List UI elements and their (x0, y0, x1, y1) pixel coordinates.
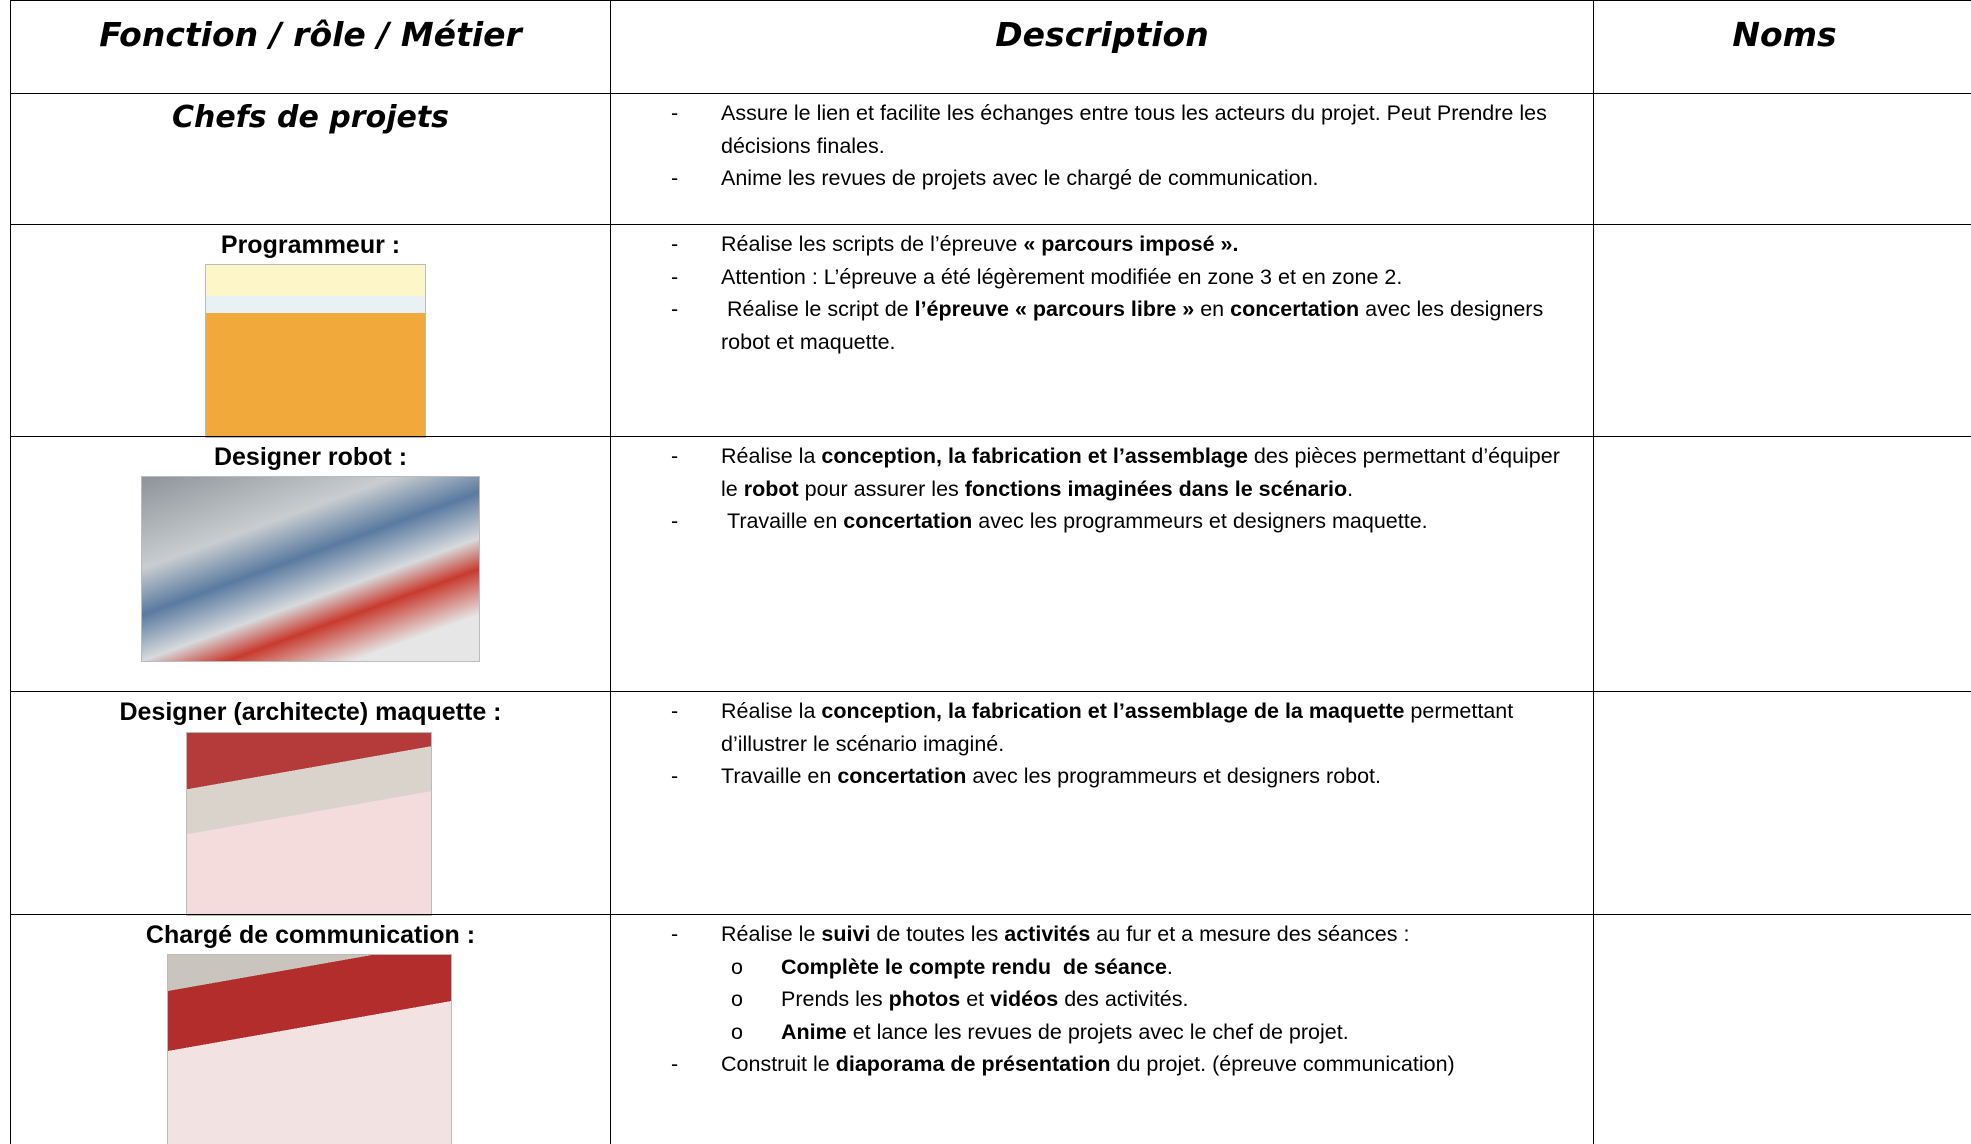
bullet: - (671, 101, 679, 125)
text-run: du projet. (épreuve communication) (1110, 1052, 1455, 1076)
bullet: - (671, 699, 679, 723)
photo (186, 732, 432, 916)
role-cell: Programmeur : (10, 224, 610, 436)
text-run: Réalise le script de (721, 297, 915, 321)
list-item: - Assure le lien et facilite les échanges… (611, 97, 1571, 162)
text-run: et (960, 987, 991, 1011)
bullet: - (671, 509, 679, 533)
list-item: o Anime et lance les revues de projets av… (611, 1016, 1571, 1049)
text-run: avec les programmeurs et designers robot… (966, 764, 1382, 788)
text-run: Réalise le (721, 922, 822, 946)
list-item: - Réalise le suivi de toutes les activité… (611, 918, 1571, 951)
role-cell: Chefs de projets (10, 93, 610, 224)
bullet: - (671, 166, 679, 190)
bullet: - (671, 297, 679, 321)
description-cell: - Réalise le suivi de toutes les activité… (610, 914, 1593, 1144)
text-run: l’épreuve « parcours libre » (914, 297, 1195, 321)
text-run: et lance les revues de projets avec le c… (846, 1019, 1349, 1044)
list-item: - Réalise la conception, la fabrication e… (611, 440, 1571, 505)
text-run: « parcours imposé ». (1023, 232, 1239, 256)
text-run: des pièces permettant d’équiper le (721, 444, 1566, 501)
text-run: Réalise les scripts de l’épreuve (721, 232, 1024, 256)
text-run: Attention : L’épreuve a été légèrement m… (721, 264, 1403, 289)
bullet: - (671, 232, 679, 256)
text-run: Réalise la (721, 699, 822, 723)
text-run: de toutes les (870, 922, 1005, 946)
role-label: Chargé de communication : (145, 921, 476, 949)
text-run: Réalise la (721, 444, 822, 468)
text-run: Travaille en (721, 764, 838, 788)
text-run: vidéos (990, 987, 1059, 1011)
text-run: au fur et a mesure des séances : (1090, 922, 1410, 946)
text-run: avec les designers robot et maquette. (721, 297, 1550, 354)
text-run: Travaille en (721, 509, 844, 533)
names-cell (1593, 93, 1971, 224)
bullet: - (671, 444, 679, 468)
list-item: - Construit le diaporama de présentation … (611, 1048, 1571, 1081)
text-run: avec les programmeurs et designers maque… (972, 509, 1428, 533)
bullet: - (671, 922, 679, 946)
text-run: . (1347, 476, 1354, 501)
names-cell (1593, 436, 1971, 691)
names-cell (1593, 691, 1971, 914)
names-cell (1593, 914, 1971, 1144)
bullet: - (671, 1052, 679, 1076)
text-run: des activités. (1058, 987, 1189, 1011)
header-cell: Fonction / rôle / Métier (10, 0, 610, 93)
role-label: Chefs de projets (171, 100, 450, 135)
text-run: activités (1004, 922, 1091, 946)
role-cell: Chargé de communication : (10, 914, 610, 1144)
list-item: o Complète le compte rendu de séance. (611, 951, 1571, 984)
text-run: fonctions imaginées dans le scénario (964, 476, 1348, 501)
description-cell: - Réalise les scripts de l’épreuve « parc… (610, 224, 1593, 436)
photo (205, 264, 426, 438)
role-label: Programmeur : (220, 231, 401, 259)
description-cell: - Réalise la conception, la fabrication e… (610, 436, 1593, 691)
text-run: . (1166, 954, 1173, 979)
role-cell: Designer (architecte) maquette : (10, 691, 610, 914)
role-label: Designer (architecte) maquette : (119, 698, 502, 726)
bullet: - (671, 764, 679, 788)
text-run: en (1194, 297, 1231, 321)
text-run: Anime les revues de projets avec le char… (721, 166, 1319, 190)
text-run: concertation (843, 509, 973, 533)
bullet: o (731, 954, 743, 979)
bullet: o (731, 1019, 743, 1044)
text-run: concertation (1230, 297, 1360, 321)
list-item: - Attention : L’épreuve a été légèrement … (611, 261, 1571, 294)
list-item: - Réalise le script de l’épreuve « parco… (611, 293, 1571, 358)
list-item: - Réalise les scripts de l’épreuve « parc… (611, 228, 1571, 261)
text-run: diaporama de présentation (835, 1052, 1111, 1076)
description-cell: - Assure le lien et facilite les échanges… (610, 93, 1593, 224)
text-run: suivi (821, 922, 871, 946)
text-run: Prends les (781, 987, 889, 1011)
role-cell: Designer robot : (10, 436, 610, 691)
text-run: conception, la fabrication et l’assembla… (821, 699, 1405, 723)
text-run: pour assurer les (798, 476, 965, 501)
text-run: Construit le (721, 1052, 836, 1076)
list-item: o Prends les photos et vidéos des activit… (611, 983, 1571, 1016)
list-item: - Travaille en concertation avec les pro… (611, 505, 1571, 538)
text-run: conception, la fabrication et l’assembla… (821, 444, 1248, 468)
text-run: robot (743, 476, 799, 501)
role-label: Designer robot : (213, 443, 408, 471)
photo (141, 476, 480, 662)
list-item: - Anime les revues de projets avec le cha… (611, 162, 1571, 195)
list-item: - Réalise la conception, la fabrication e… (611, 695, 1571, 760)
list-item: - Travaille en concertation avec les prog… (611, 760, 1571, 793)
header-cell: Description (610, 0, 1593, 93)
photo (167, 954, 452, 1144)
names-cell (1593, 224, 1971, 436)
text-run: concertation (837, 764, 967, 788)
description-cell: - Réalise la conception, la fabrication e… (610, 691, 1593, 914)
text-run: Complète le compte rendu de séance (781, 954, 1167, 979)
bullet: o (731, 987, 743, 1011)
bullet: - (671, 264, 679, 289)
text-run: Assure le lien et facilite les échanges … (721, 101, 1553, 158)
header-cell: Noms (1593, 0, 1971, 93)
text-run: permettant d’illustrer le scénario imagi… (721, 699, 1520, 756)
text-run: Anime (781, 1019, 847, 1044)
text-run: photos (888, 987, 961, 1011)
